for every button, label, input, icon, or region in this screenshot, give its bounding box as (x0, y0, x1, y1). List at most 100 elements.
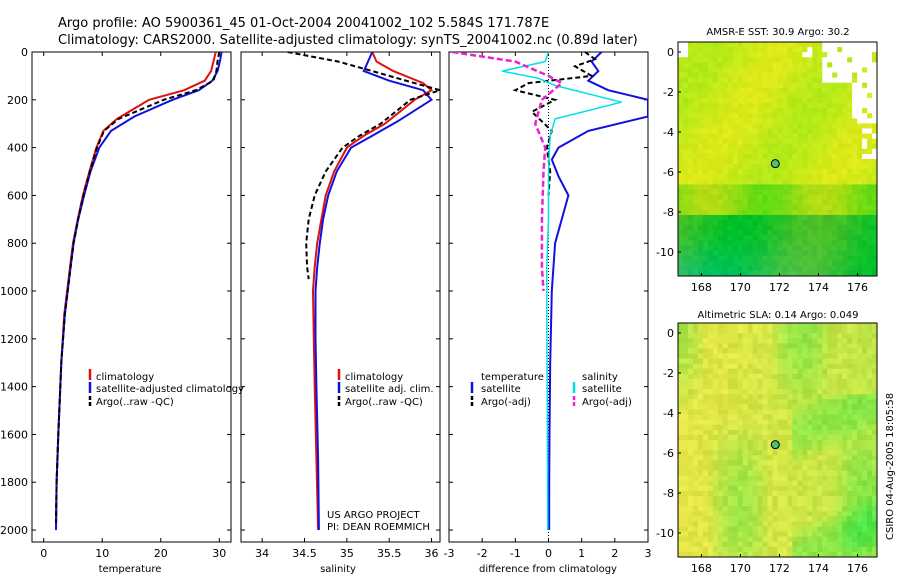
map-cell (802, 179, 808, 185)
map-cell (812, 245, 818, 251)
map-cell (702, 143, 709, 150)
map-cell (742, 118, 749, 124)
map-cell (722, 133, 729, 140)
map-cell (777, 250, 783, 257)
map-cell (832, 97, 838, 104)
map-cell (837, 409, 843, 415)
map-cell (792, 343, 798, 349)
map-cell (842, 506, 848, 512)
map-cell (772, 143, 778, 150)
map-cell (692, 138, 699, 145)
map-cell (717, 414, 724, 421)
map-cell (837, 235, 843, 241)
map-cell (777, 47, 783, 53)
map-cell (712, 189, 719, 196)
map-cell (792, 404, 798, 410)
map-cell (812, 465, 818, 471)
map-cell (717, 465, 724, 471)
map-cell (817, 159, 823, 165)
map-cell (737, 404, 744, 410)
map-cell (752, 169, 759, 175)
map-cell (722, 169, 729, 175)
map-cell (682, 67, 689, 73)
map-cell (732, 434, 739, 441)
map-cell (787, 450, 793, 456)
map-cell (732, 378, 739, 385)
map-cell (792, 450, 798, 456)
map-cell (747, 455, 754, 461)
map-cell (812, 440, 818, 446)
map-cell (787, 546, 793, 553)
map-cell (747, 394, 754, 400)
map-cell (692, 429, 699, 436)
map-cell (762, 235, 768, 241)
map-cell (817, 209, 823, 216)
map-cell (772, 501, 778, 507)
map-cell (767, 536, 773, 543)
map-cell (842, 97, 848, 104)
map-cell (872, 531, 878, 538)
map-cell (807, 338, 813, 344)
map-cell (792, 82, 798, 89)
map-cell (787, 475, 793, 482)
map-cell (717, 460, 724, 466)
map-cell (872, 490, 878, 497)
map-cell (737, 189, 744, 196)
map-cell (827, 450, 833, 456)
map-cell (792, 179, 798, 185)
map-cell (772, 194, 778, 201)
map-cell (812, 72, 818, 79)
map-cell (847, 159, 853, 165)
map-cell (867, 485, 873, 492)
map-cell (772, 506, 778, 512)
map-cell (747, 128, 754, 134)
map-cell (742, 333, 749, 339)
map-cell (832, 440, 838, 446)
map-cell (687, 97, 694, 104)
map-cell (742, 526, 749, 532)
map-cell (727, 465, 734, 471)
map-cell (797, 495, 803, 502)
map-cell (827, 204, 833, 211)
map-cell (757, 138, 763, 145)
map-cell (807, 250, 813, 257)
map-cell (822, 394, 828, 400)
map-cell (872, 133, 878, 140)
map-cell (777, 245, 783, 251)
map-xtick-label: 176 (847, 281, 868, 294)
map-cell (772, 179, 778, 185)
map-cell (762, 531, 768, 538)
map-cell (722, 225, 729, 231)
map-cell (742, 445, 749, 451)
map-cell (722, 260, 729, 267)
map-cell (757, 445, 763, 451)
map-cell (867, 169, 873, 175)
map-cell (812, 87, 818, 94)
map-cell (737, 103, 744, 109)
map-cell (817, 394, 823, 400)
map-cell (827, 521, 833, 527)
map-cell (702, 465, 709, 471)
map-cell (682, 123, 689, 129)
map-cell (832, 189, 838, 196)
map-cell (792, 480, 798, 487)
map-cell (802, 159, 808, 165)
map-cell (757, 189, 763, 196)
map-cell (772, 270, 778, 277)
map-cell (797, 143, 803, 150)
map-cell (787, 260, 793, 267)
map-cell (872, 184, 878, 190)
map-cell (747, 531, 754, 538)
map-cell (797, 511, 803, 517)
map-cell (747, 399, 754, 405)
map-cell (772, 184, 778, 190)
map-cell (822, 169, 828, 175)
map-cell (762, 516, 768, 522)
map-cell (792, 338, 798, 344)
map-cell (737, 506, 744, 512)
map-cell (872, 526, 878, 532)
map-cell (777, 363, 783, 370)
map-cell (678, 424, 684, 431)
map-cell (682, 148, 689, 155)
